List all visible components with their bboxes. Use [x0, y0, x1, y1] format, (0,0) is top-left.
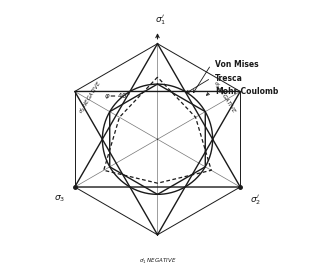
Text: Von Mises: Von Mises — [215, 60, 258, 69]
Text: $\sigma_3'$ NEGATIVE: $\sigma_3'$ NEGATIVE — [210, 79, 238, 116]
Text: $\varphi = 40°$: $\varphi = 40°$ — [104, 90, 131, 101]
Text: Mohr-Coulomb: Mohr-Coulomb — [215, 87, 278, 96]
Text: $\sigma_3$: $\sigma_3$ — [54, 194, 65, 204]
Text: $\sigma_2'$ NEGATIVE: $\sigma_2'$ NEGATIVE — [77, 79, 105, 116]
Text: Tresca: Tresca — [215, 74, 243, 83]
Text: $\sigma_1'$ NEGATIVE: $\sigma_1'$ NEGATIVE — [139, 256, 176, 266]
Text: $\sigma_1'$: $\sigma_1'$ — [155, 14, 166, 27]
Text: $\sigma_2'$: $\sigma_2'$ — [250, 194, 261, 207]
